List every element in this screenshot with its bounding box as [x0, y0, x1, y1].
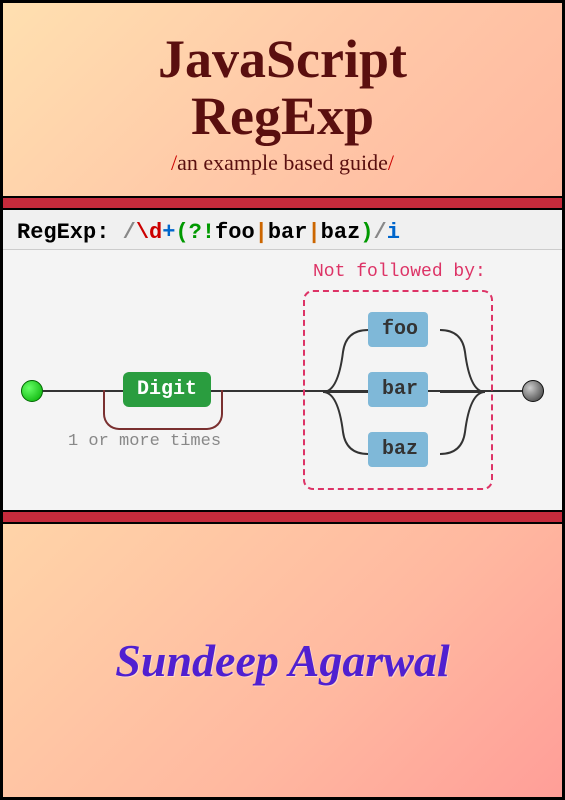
branch-lines-right-icon [435, 312, 485, 472]
railroad-diagram: Not followed by: Digit 1 or more times f… [3, 250, 562, 510]
regex-token: i [387, 220, 400, 245]
title-section: JavaScript RegExp /an example based guid… [3, 3, 562, 196]
digit-node: Digit [123, 372, 211, 407]
divider-top [3, 196, 562, 210]
slash-close: / [388, 150, 394, 175]
divider-bottom [3, 510, 562, 524]
regex-token: (?! [175, 220, 215, 245]
regex-token: + [162, 220, 175, 245]
author-section: Sundeep Agarwal [3, 524, 562, 797]
regex-token: ) [360, 220, 373, 245]
regex-token: foo [215, 220, 255, 245]
alt-baz: baz [368, 432, 428, 467]
end-node-icon [522, 380, 544, 402]
regex-prefix: RegExp: [17, 220, 123, 245]
regex-expression: RegExp: /\d+(?!foo|bar|baz)/i [3, 210, 562, 250]
regex-token: / [373, 220, 386, 245]
start-node-icon [21, 380, 43, 402]
regex-token: \d [136, 220, 162, 245]
regex-token: | [255, 220, 268, 245]
branch-lines-icon [323, 312, 373, 472]
alt-foo: foo [368, 312, 428, 347]
book-subtitle: /an example based guide/ [13, 150, 552, 176]
book-cover: JavaScript RegExp /an example based guid… [0, 0, 565, 800]
not-followed-by-label: Not followed by: [313, 262, 486, 282]
loop-label: 1 or more times [68, 432, 221, 451]
regex-token: baz [321, 220, 361, 245]
regex-tokens: /\d+(?!foo|bar|baz)/i [123, 220, 400, 245]
author-name: Sundeep Agarwal [115, 634, 449, 687]
regex-token: / [123, 220, 136, 245]
diagram-section: RegExp: /\d+(?!foo|bar|baz)/i Not follow… [3, 210, 562, 510]
book-title: JavaScript RegExp [13, 31, 552, 144]
title-line1: JavaScript [158, 29, 407, 89]
title-line2: RegExp [191, 86, 374, 146]
regex-token: | [307, 220, 320, 245]
regex-token: bar [268, 220, 308, 245]
subtitle-text: an example based guide [177, 150, 388, 175]
alt-bar: bar [368, 372, 428, 407]
